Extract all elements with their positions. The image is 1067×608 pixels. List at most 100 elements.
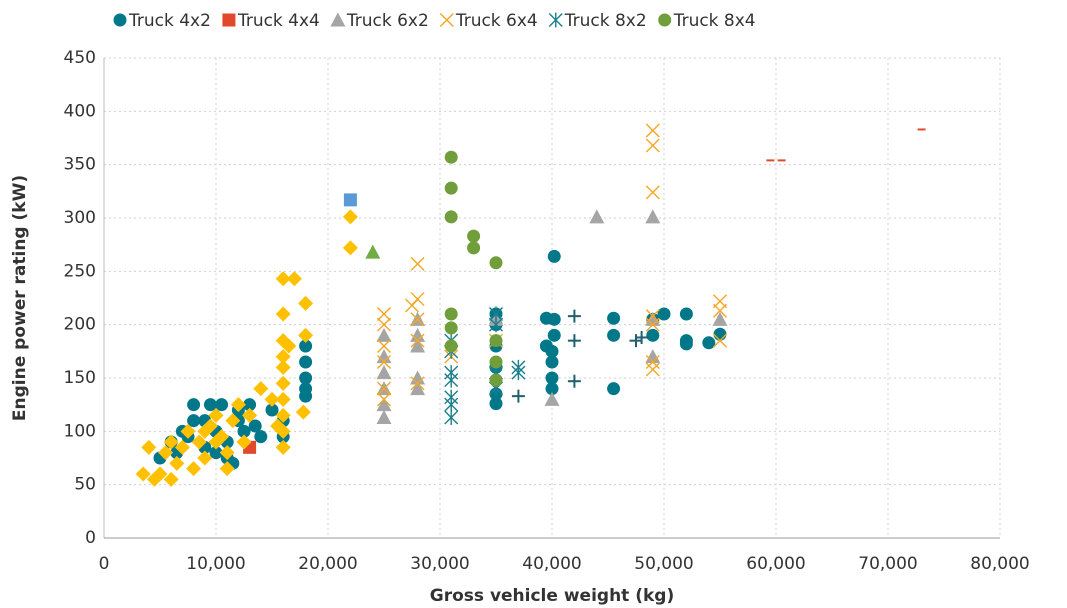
marker-shape	[186, 461, 202, 477]
marker-shape	[215, 398, 229, 412]
point	[298, 295, 314, 311]
point	[376, 397, 392, 412]
legend-marker	[439, 13, 454, 27]
marker-shape	[152, 466, 168, 482]
marker-shape	[444, 181, 458, 195]
marker-shape	[544, 391, 560, 406]
point	[298, 327, 314, 343]
marker-shape	[467, 229, 481, 243]
point	[567, 374, 581, 388]
point	[376, 409, 392, 424]
marker-stroke	[410, 312, 425, 327]
point	[376, 327, 392, 342]
marker-shape	[444, 307, 458, 321]
point	[444, 150, 458, 164]
point	[544, 391, 560, 406]
point	[242, 407, 258, 423]
marker-shape	[645, 311, 661, 326]
marker-stroke	[713, 303, 727, 318]
marker-shape	[275, 375, 291, 391]
marker-shape	[225, 413, 241, 429]
marker-shape	[242, 407, 258, 423]
legend-marker	[548, 12, 563, 28]
marker-shape	[713, 327, 727, 341]
marker-shape	[219, 461, 235, 477]
point	[410, 370, 426, 385]
marker-shape	[236, 434, 252, 450]
point	[607, 311, 621, 325]
x-tick-label: 0	[99, 554, 110, 574]
point	[275, 271, 291, 287]
marker-shape	[254, 430, 268, 444]
point	[209, 446, 223, 460]
marker-shape	[264, 391, 280, 407]
marker-shape	[275, 391, 291, 407]
marker-shape	[169, 455, 185, 471]
marker-stroke	[645, 185, 660, 200]
point	[635, 330, 649, 344]
marker-shape	[545, 355, 559, 369]
marker-shape	[141, 439, 157, 455]
point	[237, 424, 251, 438]
point	[243, 398, 257, 412]
point	[444, 210, 458, 224]
x-tick-label: 60,000	[746, 554, 805, 574]
marker-shape	[286, 271, 302, 287]
marker-stroke	[645, 123, 660, 138]
point	[275, 349, 291, 365]
marker-stroke	[410, 256, 425, 271]
point	[489, 317, 503, 333]
marker-shape	[275, 423, 291, 439]
point	[286, 271, 302, 287]
marker-shape	[607, 382, 621, 396]
point	[191, 434, 207, 450]
point	[215, 398, 229, 412]
point	[645, 209, 661, 224]
point	[342, 240, 358, 256]
marker-shape	[187, 398, 201, 412]
marker-shape	[209, 446, 223, 460]
legend-marker	[658, 13, 672, 27]
point	[377, 381, 391, 396]
point	[275, 423, 291, 439]
point	[225, 413, 241, 429]
y-tick-label: 250	[64, 261, 96, 281]
point	[377, 355, 391, 369]
y-tick-label: 400	[64, 101, 96, 121]
point	[264, 391, 280, 407]
legend-marker	[330, 12, 346, 27]
marker-shape	[275, 407, 291, 423]
point	[410, 327, 426, 342]
legend-label: Truck 4x4	[237, 11, 320, 31]
x-tick-label: 30,000	[410, 554, 469, 574]
marker-shape	[275, 271, 291, 287]
point	[376, 349, 392, 364]
marker-shape	[646, 328, 660, 342]
point	[410, 338, 426, 353]
marker-stroke	[410, 333, 425, 348]
point	[187, 414, 201, 428]
point	[275, 407, 291, 423]
y-tick-label: 150	[64, 368, 96, 388]
point	[295, 404, 311, 420]
marker-shape	[187, 414, 201, 428]
x-tick-label: 20,000	[298, 554, 357, 574]
point	[645, 123, 660, 138]
point	[545, 382, 559, 396]
point	[444, 339, 458, 353]
marker-shape	[467, 241, 481, 255]
marker-shape	[222, 13, 236, 27]
marker-stroke	[410, 292, 425, 307]
marker-shape	[202, 418, 218, 434]
point	[713, 333, 727, 348]
point	[180, 423, 196, 439]
point	[208, 407, 224, 423]
marker-shape	[275, 306, 291, 322]
point	[299, 389, 313, 403]
point	[645, 317, 660, 332]
marker-stroke	[645, 138, 660, 153]
marker-shape	[163, 471, 179, 487]
legend-marker	[222, 13, 236, 27]
marker-shape	[444, 339, 458, 353]
